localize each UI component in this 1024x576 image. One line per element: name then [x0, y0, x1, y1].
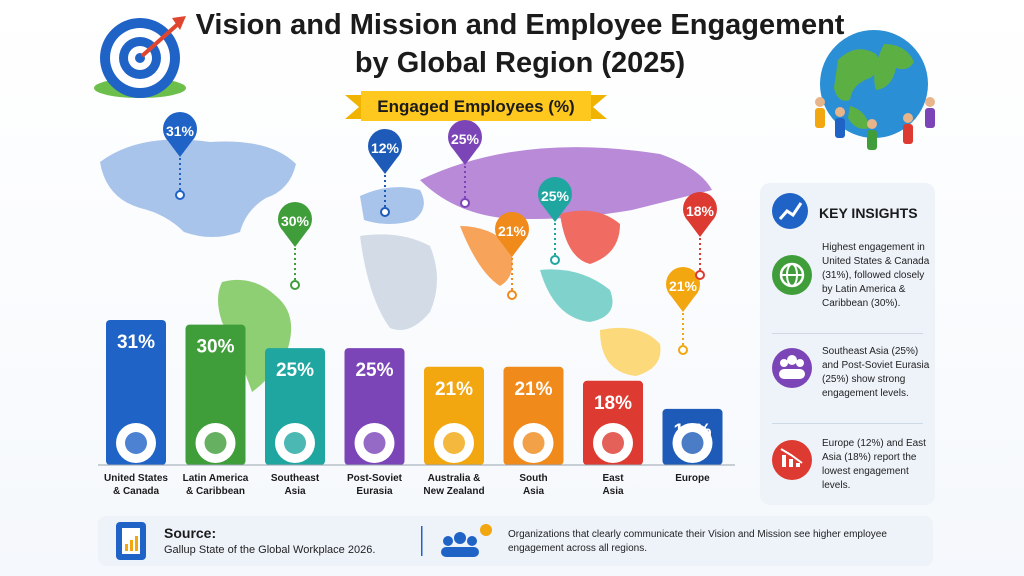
- insight-2-text: Southeast Asia (25%) and Post-Soviet Eur…: [822, 346, 930, 399]
- bar-value-label-1: 30%: [196, 337, 234, 358]
- bar-region-shape-7: [681, 432, 704, 454]
- map-pin-label-3: 25%: [451, 131, 480, 147]
- map-europe: [360, 187, 424, 224]
- insight-1-text: Highest engagement in United States & Ca…: [822, 242, 930, 309]
- map-southeast-asia: [540, 269, 613, 322]
- footer-icons: [116, 522, 492, 560]
- map-pin-label-6: 18%: [686, 203, 715, 219]
- map-pin-label-2: 25%: [541, 188, 570, 204]
- category-label-6: East Asia: [602, 473, 624, 497]
- banner-ribbon: [345, 91, 607, 121]
- map-pin-label-0: 31%: [166, 123, 195, 139]
- category-label-3: Post-Soviet Eurasia: [346, 473, 402, 497]
- chart-ylabel: Engaged Employees (%): [377, 97, 575, 116]
- source-text: Gallup State of the Global Workplace 202…: [164, 544, 376, 556]
- people-icon: [815, 97, 935, 150]
- map-pin-label-5: 21%: [498, 223, 527, 239]
- bar-value-label-6: 18%: [594, 393, 632, 414]
- map-pin-0: 31%: [163, 111, 198, 200]
- map-pin-3: 25%: [448, 119, 482, 208]
- bar-0: [106, 320, 166, 465]
- bar-region-shape-0: [125, 432, 147, 454]
- key-insights-panel: KEY INSIGHTS Highest engagement in Unite…: [760, 183, 935, 505]
- category-label-2: Southeast Asia: [270, 473, 320, 497]
- category-label-7: Europe: [675, 473, 710, 484]
- map-pin-label-4: 21%: [669, 278, 698, 294]
- map-pin-5: 21%: [495, 211, 529, 300]
- category-label-5: South Asia: [519, 473, 548, 497]
- map-pin-label-1: 30%: [281, 213, 310, 229]
- chart-banner: Engaged Employees (%): [345, 91, 607, 123]
- globe-icon: [820, 30, 928, 138]
- category-label-0: United States & Canada: [104, 473, 168, 497]
- map-pin-2: 25%: [537, 176, 572, 265]
- rising-chart-icon: [772, 193, 808, 229]
- category-label-4: Australia & New Zealand: [423, 473, 485, 497]
- bar-value-label-4: 21%: [435, 379, 473, 400]
- map-pin-7: 12%: [368, 128, 402, 217]
- bar-region-shape-3: [363, 432, 386, 454]
- bar-region-shape-2: [284, 432, 306, 454]
- source-title: Source:: [164, 525, 217, 541]
- map-pin-6: 18%: [682, 191, 717, 280]
- target-icon: [94, 16, 186, 98]
- map-africa: [360, 234, 437, 330]
- map-south-asia: [460, 226, 513, 286]
- map-north-america: [100, 139, 296, 237]
- team-idea-icon: [441, 524, 492, 557]
- bar-value-label-2: 25%: [276, 360, 314, 381]
- insights-title: KEY INSIGHTS: [819, 205, 918, 221]
- footer: Source: Gallup State of the Global Workp…: [98, 516, 933, 566]
- category-label-1: Latin America & Caribbean: [182, 473, 249, 497]
- map-east-asia: [560, 210, 620, 264]
- title-line-2: by Global Region (2025): [354, 47, 686, 79]
- map-pin-4: 21%: [666, 266, 700, 355]
- insight-3-text: Europe (12%) and East Asia (18%) report …: [822, 438, 926, 491]
- bar-region-shape-6: [602, 432, 624, 454]
- insights-icons: [772, 193, 923, 480]
- bar-value-label-0: 31%: [117, 332, 155, 353]
- bar-value-label-3: 25%: [355, 360, 393, 381]
- bar-region-shape-1: [204, 432, 227, 454]
- title-line-1: Vision and Mission and Employee Engageme…: [195, 9, 845, 41]
- bar-region-shape-5: [522, 432, 545, 454]
- footer-message: Organizations that clearly communicate t…: [508, 529, 887, 554]
- bar-region-shape-4: [443, 432, 465, 454]
- map-australia: [600, 327, 661, 376]
- map-pin-1: 30%: [278, 201, 312, 290]
- bar-value-label-5: 21%: [514, 379, 552, 400]
- map-pin-label-7: 12%: [371, 140, 400, 156]
- insight-people-icon: [772, 348, 812, 388]
